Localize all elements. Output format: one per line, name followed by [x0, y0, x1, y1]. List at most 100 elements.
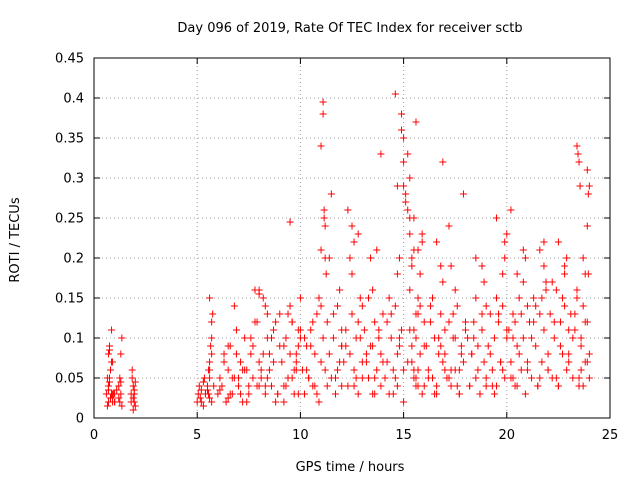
data-point [268, 334, 276, 342]
data-point [270, 326, 278, 334]
data-point [511, 318, 519, 326]
data-point [118, 334, 126, 342]
data-point [416, 302, 424, 310]
data-point [255, 382, 263, 390]
axis-ticks: 0 5 10 15 20 25 0 0.05 0.1 0.15 0.2 0.25 0.3 0.35 0.4 0… [55, 52, 618, 444]
y-tick-label: 0 [76, 412, 84, 427]
data-point [441, 326, 449, 334]
data-point [521, 254, 529, 262]
data-point [532, 342, 540, 350]
data-point [259, 294, 267, 302]
data-point [320, 206, 328, 214]
data-point [237, 358, 245, 366]
data-point [360, 326, 368, 334]
data-point [565, 358, 573, 366]
data-point [515, 350, 523, 358]
y-tick-label: 0.4 [63, 92, 84, 107]
data-point [398, 326, 406, 334]
data-point [282, 382, 290, 390]
data-point [346, 350, 354, 358]
data-point [348, 270, 356, 278]
data-point [113, 386, 121, 394]
data-point [307, 342, 315, 350]
data-point [317, 246, 325, 254]
data-point [523, 302, 531, 310]
data-point [315, 294, 323, 302]
data-point [437, 262, 445, 270]
data-point [329, 334, 337, 342]
data-point [472, 254, 480, 262]
data-point [346, 254, 354, 262]
data-point [371, 374, 379, 382]
data-point [373, 246, 381, 254]
data-point [517, 366, 525, 374]
data-point [464, 334, 472, 342]
data-point [331, 390, 339, 398]
data-point [474, 342, 482, 350]
data-point [398, 110, 406, 118]
data-point [561, 302, 569, 310]
data-point [563, 254, 571, 262]
data-point [393, 382, 401, 390]
data-point [340, 358, 348, 366]
data-point [559, 350, 567, 358]
data-point [556, 342, 564, 350]
data-point [383, 358, 391, 366]
data-point [205, 390, 213, 398]
data-point [117, 378, 125, 386]
data-point [466, 382, 474, 390]
data-point [457, 342, 465, 350]
data-point [107, 366, 115, 374]
data-point [216, 374, 224, 382]
data-point [247, 334, 255, 342]
data-point [369, 286, 377, 294]
data-point [497, 358, 505, 366]
data-point [554, 238, 562, 246]
data-point [447, 262, 455, 270]
data-point [348, 222, 356, 230]
data-point [222, 398, 230, 406]
y-tick-label: 0.35 [55, 132, 84, 147]
data-point [118, 402, 126, 410]
data-point [501, 374, 509, 382]
data-point [395, 254, 403, 262]
data-point [418, 238, 426, 246]
data-point [243, 398, 251, 406]
data-point [433, 238, 441, 246]
data-point [218, 382, 226, 390]
data-point [195, 382, 203, 390]
data-point [362, 350, 370, 358]
data-point [319, 334, 327, 342]
data-point [116, 398, 124, 406]
y-tick-label: 0.15 [55, 292, 84, 307]
data-point [428, 294, 436, 302]
data-point [315, 398, 323, 406]
data-point [538, 358, 546, 366]
data-point [224, 342, 232, 350]
data-point [499, 270, 507, 278]
data-point [561, 262, 569, 270]
data-point [519, 278, 527, 286]
data-point [352, 374, 360, 382]
y-tick-label: 0.3 [63, 172, 84, 187]
data-point [356, 294, 364, 302]
data-point [565, 326, 573, 334]
data-point [278, 358, 286, 366]
data-point [375, 334, 383, 342]
data-point [344, 206, 352, 214]
data-point [268, 382, 276, 390]
data-point [486, 310, 494, 318]
data-point [220, 350, 228, 358]
data-point [194, 390, 202, 398]
data-point [286, 302, 294, 310]
data-point [116, 374, 124, 382]
data-point [569, 374, 577, 382]
data-point [505, 326, 513, 334]
data-point [550, 318, 558, 326]
data-point [261, 302, 269, 310]
data-point [569, 334, 577, 342]
data-point [414, 382, 422, 390]
data-point [540, 238, 548, 246]
data-point [313, 390, 321, 398]
